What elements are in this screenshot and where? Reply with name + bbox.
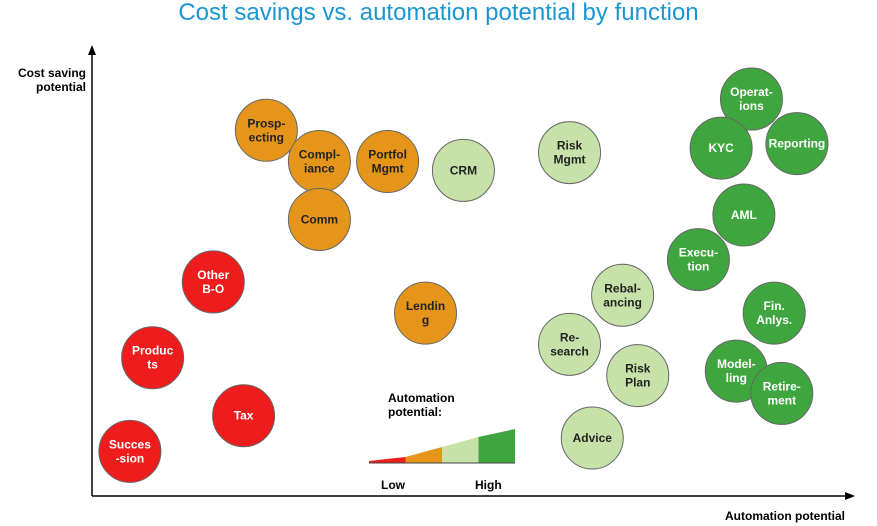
bubble-label: tion [687, 260, 709, 274]
bubble-label: Succes [109, 437, 151, 451]
bubble-marker [287, 187, 351, 251]
bubble-label: g [422, 313, 429, 327]
legend-high-label: High [475, 478, 502, 492]
bubble-label: Mgmt [554, 153, 586, 167]
bubble-label: ts [147, 358, 158, 372]
bubble-marker [212, 384, 276, 448]
bubble-marker [666, 228, 730, 292]
bubble-label: Execu- [679, 246, 718, 260]
bubble-marker [181, 250, 245, 314]
bubble-point: Succes-sion [98, 419, 162, 483]
bubble-label: Risk [625, 362, 651, 376]
bubble-marker [591, 263, 655, 327]
bubble-marker [765, 112, 829, 176]
y-axis-label: Cost saving potential [17, 66, 86, 94]
bubble-marker [606, 344, 670, 408]
bubble-marker [234, 98, 298, 162]
bubble-marker [719, 67, 783, 131]
bubble-label: Mgmt [372, 162, 404, 176]
bubble-label: ling [726, 371, 747, 385]
legend-swatch-high [478, 429, 515, 463]
bubble-point: Comm [287, 187, 351, 251]
bubble-label: Retire- [763, 379, 801, 393]
bubble-point: AML [712, 183, 776, 247]
bubble-label: Prosp- [247, 116, 285, 130]
bubble-label: Risk [557, 139, 583, 153]
bubble-marker [712, 183, 776, 247]
bubble-label: Anlys. [756, 313, 792, 327]
x-axis-label: Automation potential [725, 509, 845, 523]
legend-automation-scale [369, 429, 515, 464]
bubble-point: Operat-ions [719, 67, 783, 131]
bubble-label: KYC [708, 141, 734, 155]
bubble-point: Retire-ment [750, 361, 814, 425]
bubble-point: Re-search [538, 312, 602, 376]
legend-swatch-very-low [369, 457, 406, 463]
bubble-label: ment [767, 393, 796, 407]
legend-low-label: Low [381, 478, 405, 492]
bubble-label: Comm [301, 212, 338, 226]
bubble-label: Tax [234, 409, 254, 423]
legend-swatch-low [405, 447, 442, 463]
bubble-marker [538, 121, 602, 185]
bubble-label: Operat- [730, 85, 773, 99]
bubble-label: search [550, 344, 589, 358]
bubble-label: CRM [450, 163, 477, 177]
bubble-label: B-O [202, 282, 224, 296]
bubble-label: Lendin [406, 299, 445, 313]
bubble-label: Other [197, 268, 229, 282]
bubble-label: iance [304, 162, 335, 176]
bubble-marker [538, 312, 602, 376]
bubble-label: Reporting [769, 137, 826, 151]
bubble-label: ecting [249, 130, 284, 144]
bubble-point: Compl-iance [287, 130, 351, 193]
bubble-marker [394, 281, 458, 345]
bubble-label: Advice [573, 431, 613, 445]
bubble-label: ancing [603, 295, 642, 309]
bubble-point: Tax [212, 384, 276, 448]
bubble-point: Advice [560, 406, 624, 470]
legend-swatch-medium [442, 437, 479, 463]
bubble-point: CRM [431, 138, 495, 202]
bubble-marker [121, 326, 185, 390]
bubble-marker [742, 281, 806, 345]
bubble-marker [431, 138, 495, 202]
bubble-label: Produc [132, 344, 174, 358]
bubble-label: Model- [717, 357, 756, 371]
bubble-label: AML [731, 208, 757, 222]
bubble-marker [98, 419, 162, 483]
bubble-label: Compl- [299, 148, 340, 162]
bubble-point: Fin.Anlys. [742, 281, 806, 345]
bubble-label: Plan [625, 376, 650, 390]
bubble-series: Prosp-ectingCompl-iancePortfolMgmtCommLe… [98, 67, 829, 483]
bubble-marker [560, 406, 624, 470]
bubble-label: Re- [560, 330, 579, 344]
bubble-point: KYC [689, 116, 753, 180]
bubble-point: Rebal-ancing [591, 263, 655, 327]
bubble-point: Reporting [765, 112, 829, 176]
bubble-marker [356, 130, 420, 193]
bubble-label: ions [739, 99, 764, 113]
bubble-label: Rebal- [604, 281, 641, 295]
bubble-label: -sion [116, 451, 145, 465]
bubble-point: Execu-tion [666, 228, 730, 292]
chart-title: Cost savings vs. automation potential by… [178, 0, 699, 26]
bubble-marker [750, 361, 814, 425]
bubble-marker [689, 116, 753, 180]
bubble-label: Portfol [368, 148, 407, 162]
bubble-label: Fin. [764, 299, 785, 313]
bubble-point: Prosp-ecting [234, 98, 298, 162]
legend-title: Automation potential: [388, 391, 455, 419]
